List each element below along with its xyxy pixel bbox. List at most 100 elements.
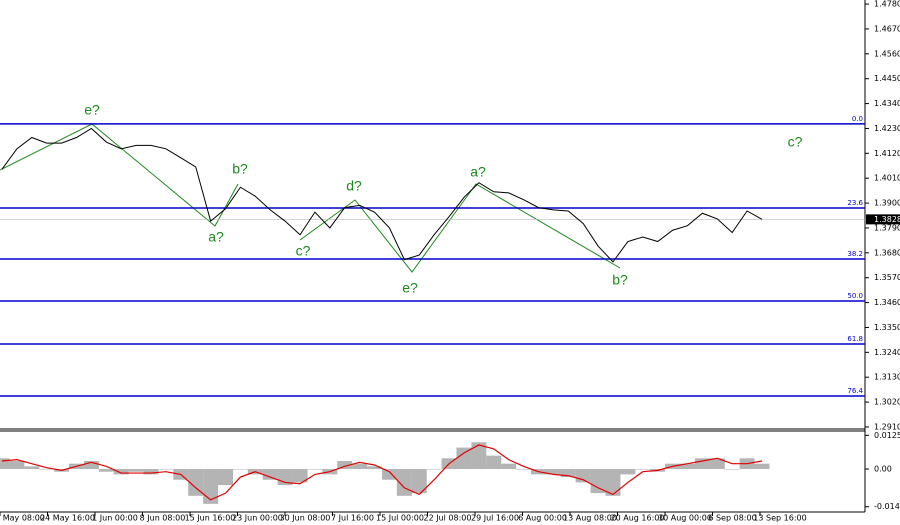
y-tick-label: 1.4120 (874, 149, 900, 158)
wave-label: e? (402, 280, 418, 296)
wave-label: b? (232, 161, 248, 177)
histogram-bar (98, 469, 114, 472)
price-line (1, 127, 763, 263)
x-tick-label: 15 Jul 00:00 (376, 514, 424, 523)
histogram-bar (24, 466, 40, 470)
x-tick-label: 1 Jun 00:00 (92, 514, 138, 523)
histogram-bar (560, 469, 576, 478)
x-tick-label: 20 Aug 16:00 (611, 514, 665, 523)
histogram-bar (426, 469, 442, 470)
y-tick-label: 1.2910 (874, 422, 900, 431)
wave-line (299, 183, 621, 273)
histogram-bar (367, 466, 383, 470)
histogram-bar (411, 469, 427, 494)
histogram-bar (590, 469, 606, 494)
x-tick-label: 30 Jun 08:00 (280, 514, 331, 523)
y-tick-label: 1.4450 (874, 74, 900, 83)
histogram-bar (516, 469, 532, 470)
y-tick-label: 1.4230 (874, 124, 900, 133)
histogram-bar (113, 469, 129, 475)
osc-tick-label: 0.00 (874, 465, 892, 474)
x-tick-label: 13 Aug 08:00 (563, 514, 617, 523)
wave-label: b? (612, 272, 628, 288)
y-tick-label: 1.3460 (874, 298, 900, 307)
histogram-bar (128, 469, 144, 472)
y-tick-label: 1.3240 (874, 348, 900, 357)
histogram-bar (724, 469, 740, 470)
histogram-bar (83, 460, 99, 470)
fib-label: 76.4 (847, 387, 863, 395)
y-tick-label: 1.3570 (874, 273, 900, 282)
histogram-bar (456, 447, 472, 470)
histogram-bar (605, 469, 621, 496)
osc-tick-label: -0.01408 (874, 502, 900, 511)
fib-label: 23.6 (847, 199, 863, 207)
osc-tick-label: 0.01258 (874, 431, 900, 440)
histogram-bar (307, 469, 323, 470)
y-tick-label: 1.3900 (874, 199, 900, 208)
fib-label: 38.2 (847, 250, 863, 258)
histogram-bar (679, 463, 695, 470)
y-tick-label: 1.3680 (874, 248, 900, 257)
histogram-bar (694, 458, 710, 470)
histogram-bar (9, 460, 25, 470)
histogram-bar (501, 463, 517, 470)
fib-label: 61.8 (847, 335, 863, 343)
x-tick-label: 24 May 16:00 (40, 514, 95, 523)
current-price-box (866, 214, 900, 225)
wave-label: c? (788, 134, 803, 150)
histogram-bar (545, 469, 561, 475)
histogram-bar (232, 469, 248, 470)
fib-label: 0.0 (852, 115, 863, 123)
y-tick-label: 1.3020 (874, 398, 900, 407)
wave-label: c? (296, 243, 311, 259)
x-tick-label: 6 Sep 08:00 (708, 514, 756, 523)
y-tick-label: 1.4340 (874, 99, 900, 108)
histogram-bar (471, 442, 487, 470)
x-tick-label: 7 May 08:00 (0, 514, 45, 523)
x-tick-label: 8 Jun 08:00 (140, 514, 186, 523)
x-tick-label: 22 Jul 08:00 (424, 514, 472, 523)
wave-label: a? (470, 164, 486, 180)
histogram-bar (262, 469, 278, 480)
x-tick-label: 23 Jun 00:00 (232, 514, 283, 523)
histogram-bar (337, 460, 353, 470)
x-tick-label: 15 Jun 16:00 (185, 514, 236, 523)
histogram-bar (203, 469, 219, 504)
histogram-bar (158, 469, 174, 470)
y-tick-label: 1.3350 (874, 323, 900, 332)
histogram-bar (0, 458, 10, 470)
y-tick-label: 1.4780 (874, 0, 900, 9)
x-tick-label: 30 Aug 00:00 (658, 514, 712, 523)
y-tick-label: 1.4010 (874, 174, 900, 183)
histogram-bar (486, 455, 502, 470)
histogram-bar (218, 469, 234, 486)
wave-label: a? (208, 229, 224, 245)
x-tick-label: 7 Jul 16:00 (331, 514, 374, 523)
x-tick-label: 13 Sep 16:00 (753, 514, 806, 523)
signal-line (1, 444, 763, 501)
x-tick-label: 6 Aug 00:00 (518, 514, 567, 523)
histogram-bar (620, 469, 636, 475)
histogram-bar (352, 463, 368, 470)
x-tick-label: 29 Jul 16:00 (471, 514, 519, 523)
histogram-bar (143, 469, 159, 475)
histogram-bar (39, 469, 55, 470)
y-tick-label: 1.4670 (874, 24, 900, 33)
histogram-bar (709, 458, 725, 470)
histogram-bar (188, 469, 204, 496)
current-price-label: 1.3828 (874, 215, 900, 224)
y-tick-label: 1.3130 (874, 373, 900, 382)
y-tick-label: 1.3790 (874, 223, 900, 232)
fib-label: 50.0 (847, 292, 863, 300)
wave-line (0, 123, 239, 227)
wave-label: e? (84, 102, 100, 118)
histogram-bar (292, 469, 308, 483)
histogram-bar (754, 463, 770, 470)
histogram-bar (635, 469, 651, 470)
y-tick-label: 1.4560 (874, 49, 900, 58)
wave-label: d? (346, 178, 362, 194)
histogram-bar (381, 469, 397, 480)
